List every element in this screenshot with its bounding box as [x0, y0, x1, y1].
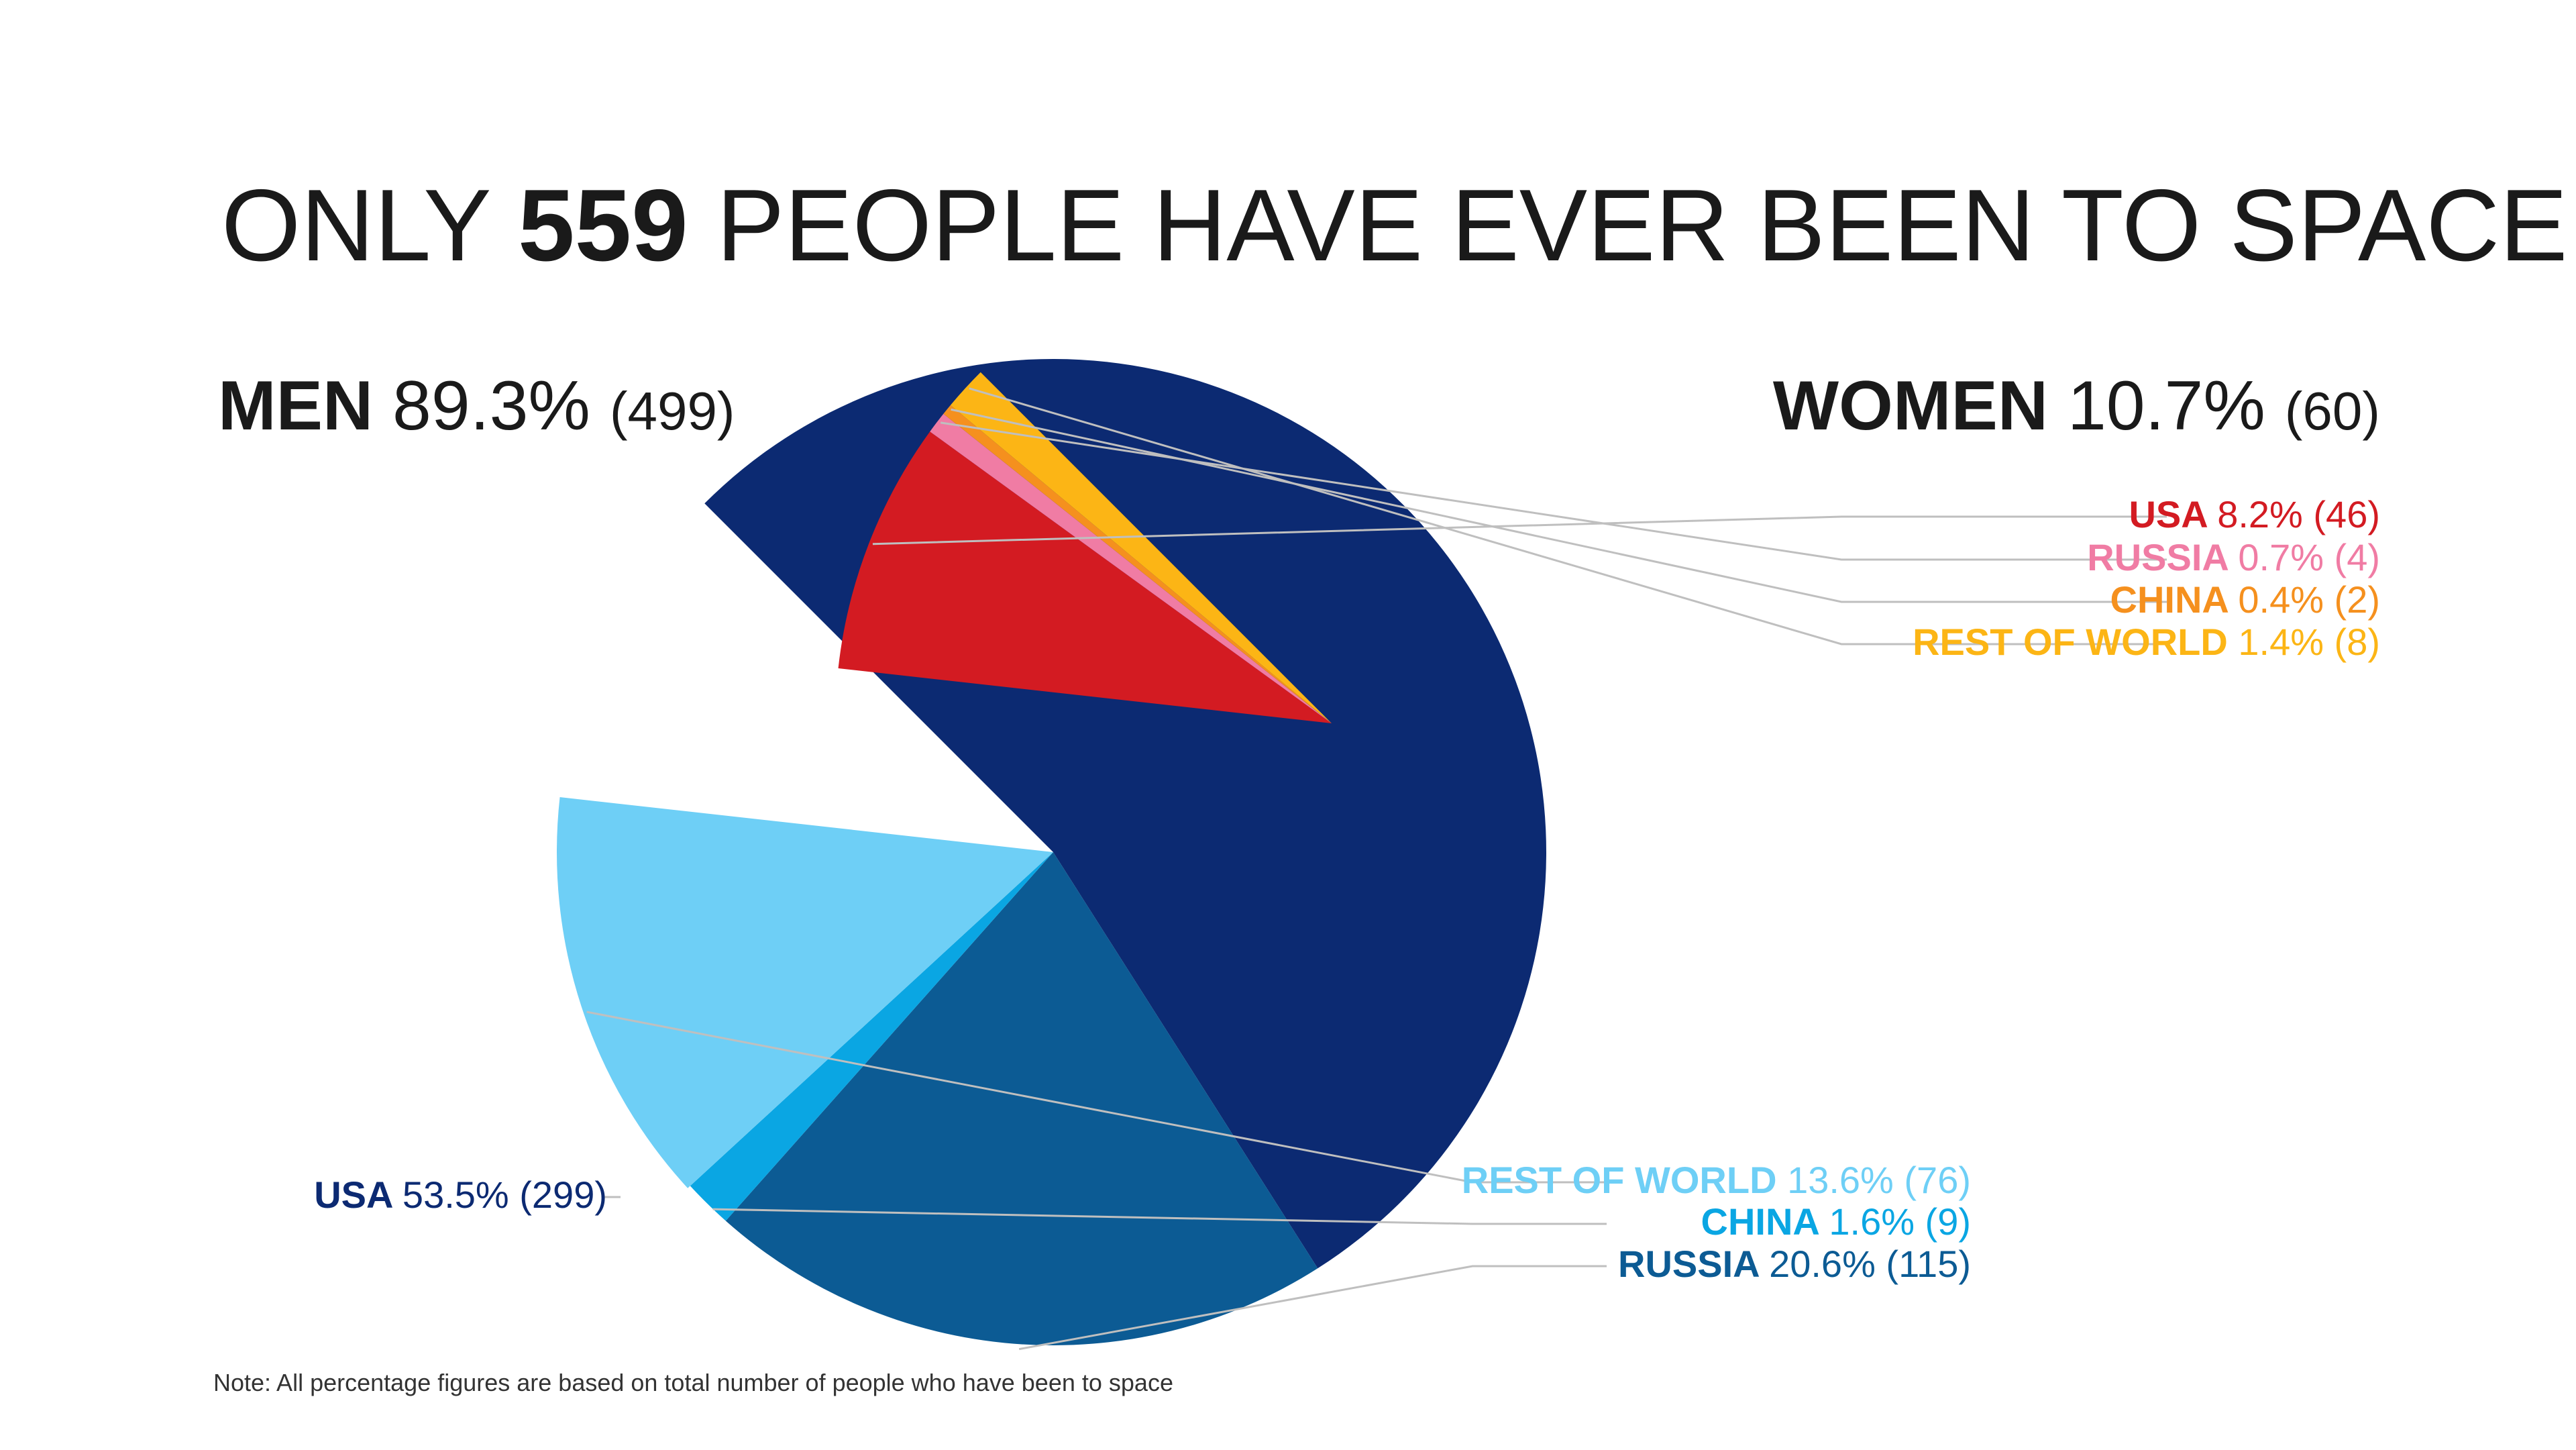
group-label-men: MEN 89.3% (499): [218, 367, 735, 445]
label-men-russia: RUSSIA 20.6% (115): [1618, 1243, 1971, 1285]
label-men-china-value: 1.6% (9): [1829, 1200, 1971, 1243]
men-percent: 89.3%: [392, 367, 590, 445]
label-women-usa: USA 8.2% (46): [2129, 493, 2380, 535]
women-percent: 10.7%: [2068, 367, 2265, 445]
label-women-rest-of-world-value: 1.4% (8): [2238, 621, 2380, 663]
label-women-russia-name: RUSSIA: [2087, 536, 2238, 578]
label-men-usa: USA 53.5% (299): [314, 1174, 607, 1216]
label-women-russia: RUSSIA 0.7% (4): [2087, 536, 2380, 578]
slice-men-rest-of-world: [557, 797, 1053, 1188]
label-men-rest-of-world: REST OF WORLD 13.6% (76): [1462, 1159, 1971, 1201]
men-name: MEN: [218, 367, 373, 445]
title-prefix: ONLY: [221, 168, 490, 282]
women-name: WOMEN: [1773, 367, 2048, 445]
leader-men-rest-of-world: [586, 1011, 1607, 1184]
label-men-russia-value: 20.6% (115): [1769, 1243, 1971, 1285]
label-women-usa-name: USA: [2129, 493, 2217, 535]
leader-women-rest-of-world: [969, 387, 2167, 645]
label-women-rest-of-world-name: REST OF WORLD: [1913, 621, 2238, 663]
label-women-russia-value: 0.7% (4): [2238, 536, 2380, 578]
leader-women-usa: [872, 515, 2167, 546]
slice-women-rest-of-world: [950, 372, 1332, 723]
label-men-usa-value: 53.5% (299): [402, 1174, 607, 1216]
footnote: Note: All percentage figures are based o…: [213, 1369, 1173, 1396]
leader-men-china: [712, 1208, 1607, 1225]
label-women-china-name: CHINA: [2110, 578, 2239, 621]
slice-men-russia: [725, 852, 1318, 1345]
leader-lines: [586, 387, 2167, 1351]
leader-men-russia: [1018, 1265, 1607, 1351]
label-men-china: CHINA 1.6% (9): [1701, 1200, 1971, 1243]
chart-title: ONLY 559 PEOPLE HAVE EVER BEEN TO SPACE: [221, 168, 2568, 282]
men-count: (499): [610, 381, 735, 441]
slice-labels: USA 53.5% (299)RUSSIA 20.6% (115)CHINA 1…: [314, 493, 2380, 1285]
label-women-usa-value: 8.2% (46): [2217, 493, 2380, 535]
slice-women-usa: [838, 431, 1332, 723]
label-men-usa-name: USA: [314, 1174, 402, 1216]
slice-men-china: [690, 852, 1053, 1221]
label-women-rest-of-world: REST OF WORLD 1.4% (8): [1913, 621, 2380, 663]
label-men-russia-name: RUSSIA: [1618, 1243, 1769, 1285]
leader-women-china: [951, 408, 2167, 603]
group-label-women: WOMEN 10.7% (60): [1773, 367, 2380, 445]
women-count: (60): [2285, 381, 2380, 441]
label-men-rest-of-world-value: 13.6% (76): [1787, 1159, 1971, 1201]
title-suffix: PEOPLE HAVE EVER BEEN TO SPACE: [716, 168, 2568, 282]
label-men-rest-of-world-name: REST OF WORLD: [1462, 1159, 1787, 1201]
label-women-china: CHINA 0.4% (2): [2110, 578, 2380, 621]
label-men-china-name: CHINA: [1701, 1200, 1829, 1243]
label-women-china-value: 0.4% (2): [2238, 578, 2380, 621]
slice-women-russia: [930, 413, 1332, 723]
pie-slices: [557, 359, 1546, 1345]
slice-women-china: [943, 405, 1332, 723]
title-highlight: 559: [518, 168, 688, 282]
